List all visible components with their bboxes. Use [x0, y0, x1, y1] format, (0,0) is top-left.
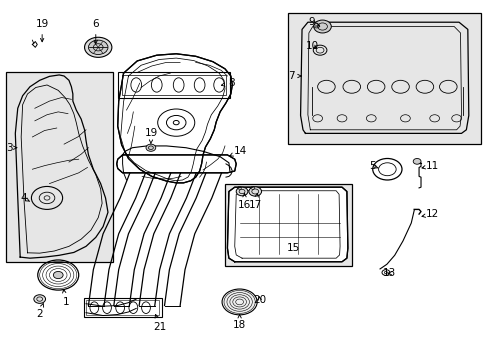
Text: 17: 17: [248, 194, 261, 210]
Polygon shape: [117, 155, 236, 173]
Polygon shape: [227, 187, 347, 262]
Text: 4: 4: [20, 193, 30, 203]
Circle shape: [34, 295, 45, 303]
Circle shape: [313, 20, 330, 33]
Circle shape: [84, 37, 112, 57]
Bar: [118, 72, 229, 98]
Text: 9: 9: [307, 17, 319, 27]
Text: 3: 3: [6, 143, 17, 153]
Polygon shape: [118, 54, 232, 183]
Text: 21: 21: [153, 315, 166, 332]
Text: 16: 16: [237, 194, 251, 210]
Text: 20: 20: [253, 295, 266, 305]
Text: 1: 1: [62, 289, 69, 307]
Bar: [224, 184, 351, 266]
Circle shape: [222, 289, 257, 315]
Circle shape: [412, 158, 420, 164]
Circle shape: [248, 187, 261, 196]
Text: 13: 13: [382, 268, 395, 278]
Text: 12: 12: [421, 209, 439, 219]
Text: 6: 6: [92, 19, 99, 44]
Text: 19: 19: [36, 19, 49, 42]
Bar: [288, 13, 480, 144]
Circle shape: [88, 40, 108, 54]
Bar: [5, 72, 113, 262]
Text: 14: 14: [229, 146, 246, 156]
Bar: [86, 300, 159, 315]
Text: 19: 19: [144, 129, 158, 144]
Text: 18: 18: [232, 314, 246, 330]
Bar: [122, 75, 225, 95]
Text: 10: 10: [305, 41, 318, 50]
Text: 11: 11: [421, 161, 439, 171]
Circle shape: [236, 187, 247, 196]
Text: 2: 2: [36, 303, 43, 319]
Bar: [83, 298, 161, 317]
Circle shape: [146, 144, 156, 151]
Text: 8: 8: [221, 78, 234, 88]
Text: 7: 7: [288, 71, 301, 81]
Circle shape: [53, 271, 63, 279]
Text: 5: 5: [368, 161, 378, 171]
Text: 15: 15: [286, 243, 299, 253]
